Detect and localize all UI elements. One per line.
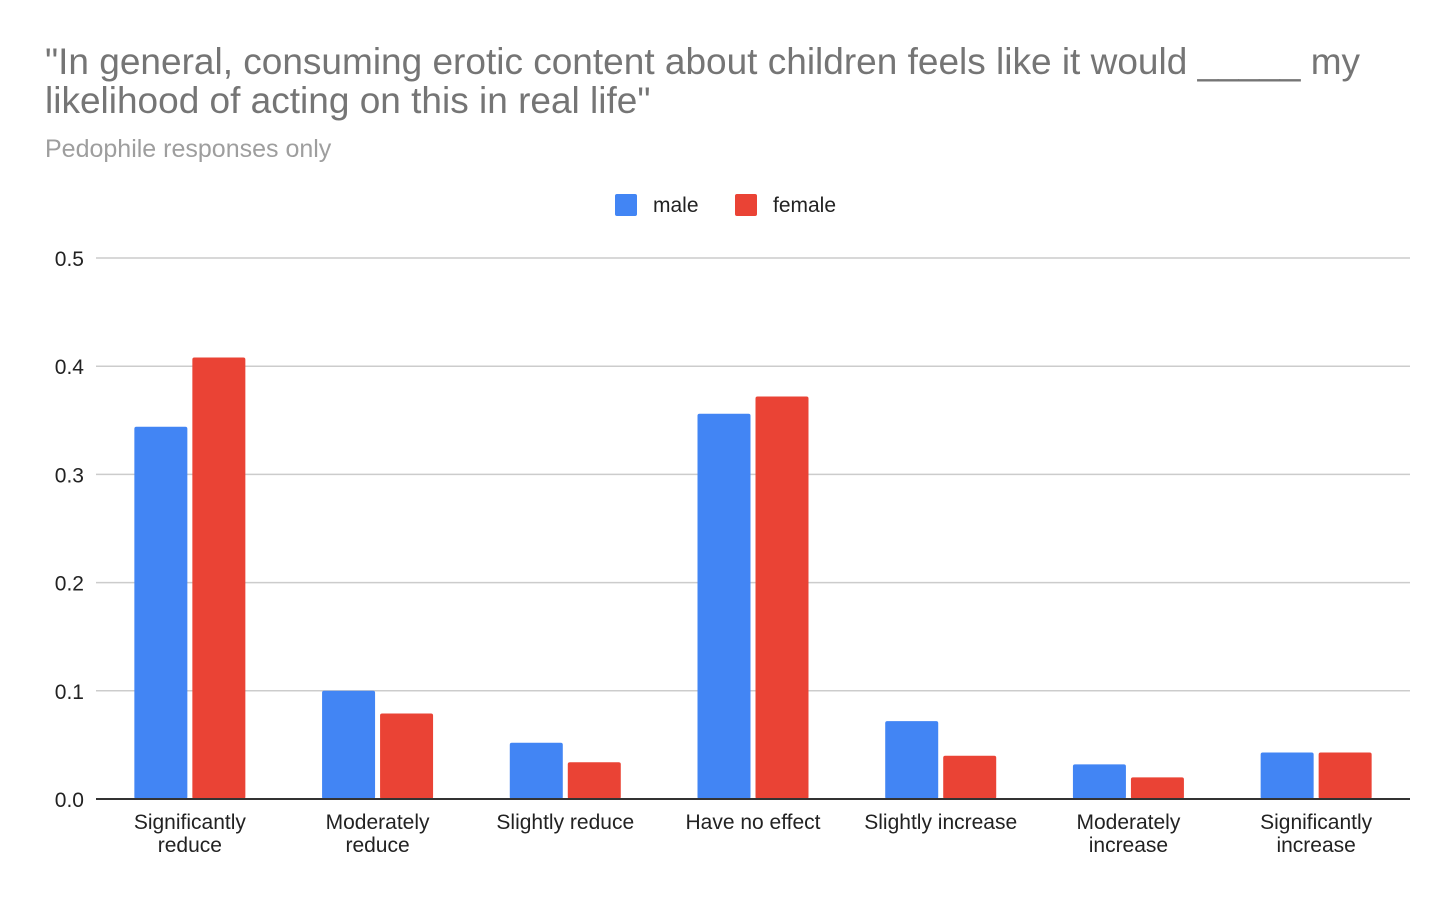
legend-label-male: male: [653, 194, 699, 217]
x-axis-labels: Significantly reduce Moderately reduce Sligh…: [134, 811, 1373, 857]
y-axis-ticks: 0.0 0.1 0.2 0.3 0.4 0.5: [55, 248, 85, 812]
x-tick-label: Significantly increase: [1260, 811, 1373, 857]
bar-female: [943, 755, 997, 799]
bar-female: [1318, 752, 1372, 799]
bars: [134, 357, 1372, 799]
bar-male: [322, 690, 376, 799]
x-tick-label: Significantly reduce: [134, 811, 247, 857]
bar-female: [1130, 777, 1184, 799]
x-tick-label: Slightly increase: [864, 811, 1017, 834]
bar-male: [509, 742, 563, 799]
x-tick-label: Moderately increase: [1076, 811, 1180, 857]
y-tick-label: 0.2: [55, 573, 84, 596]
x-tick-label: Have no effect: [685, 811, 820, 834]
y-tick-label: 0.1: [55, 681, 84, 704]
y-tick-label: 0.0: [55, 789, 84, 812]
legend-label-female: female: [773, 194, 836, 217]
bar-male: [697, 413, 751, 799]
gridlines: [96, 257, 1410, 692]
legend-swatch-male: [615, 194, 637, 216]
bar-male: [134, 426, 188, 799]
bar-female: [380, 713, 434, 799]
chart-title: "In general, consuming erotic content ab…: [45, 41, 1361, 121]
chart-subtitle: Pedophile responses only: [45, 135, 332, 163]
x-tick-label: Moderately reduce: [326, 811, 430, 857]
x-tick-label: Slightly reduce: [496, 811, 634, 834]
bar-male: [1072, 764, 1126, 799]
y-tick-label: 0.5: [55, 248, 84, 271]
bar-female: [567, 762, 621, 799]
legend-swatch-female: [735, 194, 757, 216]
bar-male: [1260, 752, 1314, 799]
chart-legend: male female: [615, 194, 836, 217]
y-tick-label: 0.3: [55, 464, 84, 487]
bar-male: [885, 721, 939, 799]
y-tick-label: 0.4: [55, 356, 85, 379]
bar-female: [192, 357, 246, 799]
bar-female: [755, 396, 809, 799]
